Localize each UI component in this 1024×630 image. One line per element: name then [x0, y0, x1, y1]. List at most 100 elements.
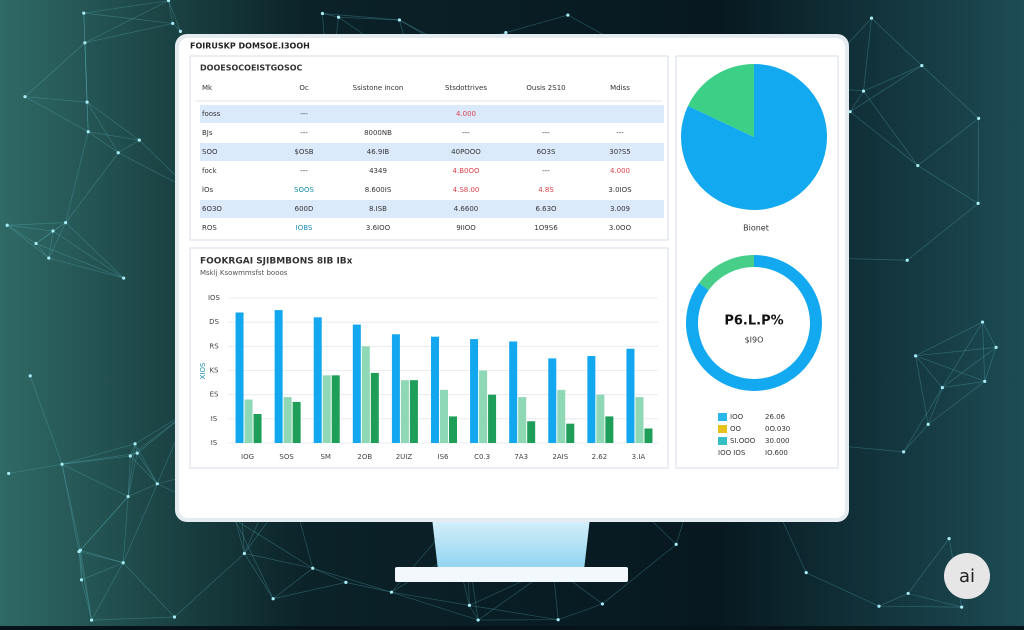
- table-header: Ssistone incon: [353, 84, 404, 92]
- table-header: Mdiss: [610, 84, 630, 92]
- table-cell: 40POOO: [451, 148, 481, 156]
- table-cell: 3.0IOS: [608, 186, 632, 194]
- network-node: [557, 618, 560, 621]
- network-node: [122, 561, 125, 564]
- bar: [440, 390, 448, 443]
- table-cell: lOs: [202, 186, 213, 194]
- bar: [401, 380, 409, 443]
- network-node: [23, 95, 26, 98]
- y-axis-label: XIOS: [199, 362, 207, 379]
- legend-value: 0O.030: [765, 425, 790, 433]
- table-cell: 9IIOO: [456, 224, 476, 232]
- table-row-highlight: [200, 105, 664, 123]
- network-node: [941, 386, 944, 389]
- table-title: DOOESOCOEISTGOSOC: [200, 64, 303, 73]
- table-header: Mk: [202, 84, 213, 92]
- bar: [596, 395, 604, 443]
- table-cell: 8.ISB: [369, 205, 387, 213]
- table-cell: ---: [616, 129, 624, 137]
- network-node: [675, 543, 678, 546]
- table-cell: 4.S8.00: [453, 186, 480, 194]
- network-node: [80, 578, 83, 581]
- network-node: [29, 374, 32, 377]
- bar: [353, 325, 361, 443]
- legend-swatch: [718, 413, 727, 421]
- network-node: [477, 618, 480, 621]
- bar: [245, 400, 253, 444]
- network-node: [133, 442, 136, 445]
- network-node: [122, 276, 125, 279]
- network-node: [960, 606, 963, 609]
- bar: [635, 397, 643, 443]
- network-node: [311, 567, 314, 570]
- bar: [254, 414, 262, 443]
- x-tick-label: 2OB: [357, 453, 372, 461]
- bar-subtitle: Msklj Ksowmmsfst booos: [200, 269, 288, 277]
- donut-center-sub: $I9O: [745, 336, 764, 345]
- table-cell: ---: [542, 167, 550, 175]
- network-node: [136, 452, 139, 455]
- y-tick-label: ES: [210, 391, 219, 399]
- y-tick-label: IS: [211, 415, 218, 423]
- ai-badge-text: ai: [959, 566, 975, 587]
- y-tick-label: DS: [209, 318, 219, 326]
- network-node: [906, 259, 909, 262]
- bar: [449, 416, 457, 443]
- network-node: [862, 90, 865, 93]
- table-header: Ousis 2S10: [526, 84, 565, 92]
- table-cell: 6O3O: [202, 205, 222, 213]
- network-node: [272, 597, 275, 600]
- table-header: Stsdottrives: [445, 84, 487, 92]
- legend-name: SI.OOO: [730, 437, 756, 445]
- network-node: [90, 618, 93, 621]
- y-tick-label: KS: [209, 367, 219, 375]
- bar: [284, 397, 292, 443]
- network-node: [947, 537, 950, 540]
- network-node: [566, 13, 569, 16]
- network-node: [127, 495, 130, 498]
- table-header: Oc: [299, 84, 309, 92]
- network-node: [117, 151, 120, 154]
- table-cell: ---: [462, 129, 470, 137]
- network-node: [977, 202, 980, 205]
- network-node: [344, 581, 347, 584]
- table-cell: ---: [300, 167, 308, 175]
- network-node: [916, 164, 919, 167]
- bar: [275, 310, 283, 443]
- x-tick-label: 3.IA: [632, 453, 646, 461]
- bar-title: FOOKRGAI SJIBMBONS 8IB IBx: [200, 257, 353, 267]
- table-cell: 8000NB: [364, 129, 392, 137]
- table-cell: fock: [202, 167, 218, 175]
- bar: [362, 346, 370, 443]
- bar: [587, 356, 595, 443]
- bar: [548, 358, 556, 443]
- x-tick-label: 2UIZ: [396, 453, 413, 461]
- bar: [527, 421, 535, 443]
- legend-value: 26.06: [765, 413, 786, 421]
- monitor-neck: [432, 518, 590, 570]
- bar: [323, 375, 331, 443]
- legend-value: 30.000: [765, 437, 790, 445]
- network-node: [398, 18, 401, 21]
- bar: [470, 339, 478, 443]
- network-node: [983, 380, 986, 383]
- network-node: [179, 30, 182, 33]
- table-row-highlight: [200, 200, 664, 218]
- table-cell: ---: [300, 129, 308, 137]
- bar: [431, 337, 439, 443]
- table-cell: 1O9S6: [534, 224, 558, 232]
- bar: [236, 313, 244, 444]
- table-cell: 4.000: [610, 167, 630, 175]
- x-tick-label: SOS: [279, 453, 294, 461]
- network-node: [337, 16, 340, 19]
- network-node: [468, 604, 471, 607]
- legend-name: IOO IOS: [718, 449, 746, 457]
- table-cell: BJs: [202, 129, 213, 137]
- network-node: [129, 454, 132, 457]
- y-tick-label: IOS: [208, 294, 221, 302]
- bar: [410, 380, 418, 443]
- network-node: [805, 571, 808, 574]
- table-cell: 6.63O: [535, 205, 557, 213]
- table-cell: 4349: [369, 167, 387, 175]
